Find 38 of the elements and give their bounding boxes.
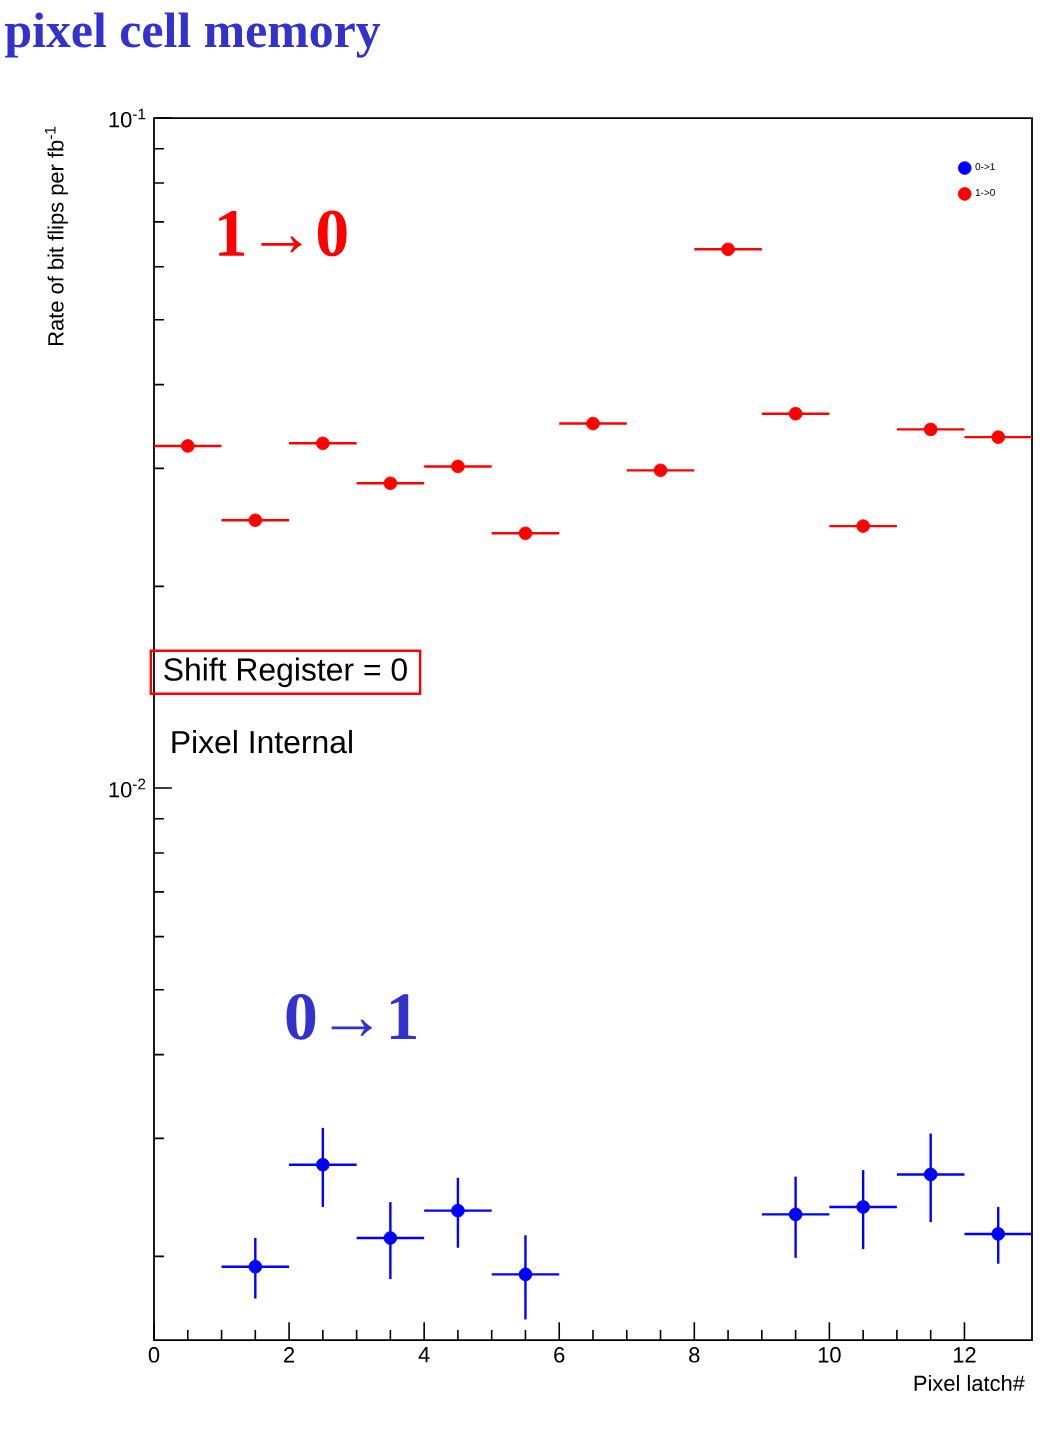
point: [721, 242, 735, 257]
point: [180, 439, 195, 453]
point: [248, 513, 263, 528]
point: [518, 526, 533, 541]
point: [383, 476, 398, 491]
point: [856, 1200, 870, 1214]
point: [991, 1227, 1006, 1241]
annotation: 1→0: [219, 210, 347, 257]
point: [316, 436, 330, 451]
x-tick-label: 4: [418, 1347, 430, 1363]
point: [788, 406, 803, 421]
point: [788, 1207, 803, 1222]
point: [383, 1231, 398, 1245]
y-tick-label: 10$^{-2}$: [109, 778, 146, 798]
point: [923, 1167, 938, 1182]
point: [856, 519, 870, 533]
chart-title: pixel cell memory: [5, 12, 381, 58]
point: [991, 430, 1006, 444]
point: [316, 1157, 330, 1172]
y-axis-title: Rate of bit flips per fb$^{-1}$: [44, 126, 68, 346]
point: [248, 1259, 263, 1274]
point: [653, 463, 668, 478]
annotation: Pixel Internal: [172, 729, 352, 754]
x-tick-label: 10: [818, 1347, 841, 1363]
y-tick-label: 10$^{-1}$: [109, 108, 146, 128]
x-tick-label: 2: [284, 1347, 295, 1363]
x-tick-label: 0: [148, 1347, 160, 1363]
x-tick-label: 6: [554, 1347, 565, 1363]
x-tick-label: 12: [953, 1347, 976, 1363]
annotation: Shift Register = 0: [164, 657, 407, 688]
annotation: 0→1: [286, 993, 416, 1040]
point: [518, 1267, 533, 1282]
point: [451, 459, 465, 474]
point: [586, 416, 600, 431]
point: [451, 1203, 465, 1218]
point: [923, 422, 938, 437]
x-axis-title: Pixel latch#: [914, 1374, 1025, 1392]
x-tick-label: 8: [689, 1347, 700, 1363]
